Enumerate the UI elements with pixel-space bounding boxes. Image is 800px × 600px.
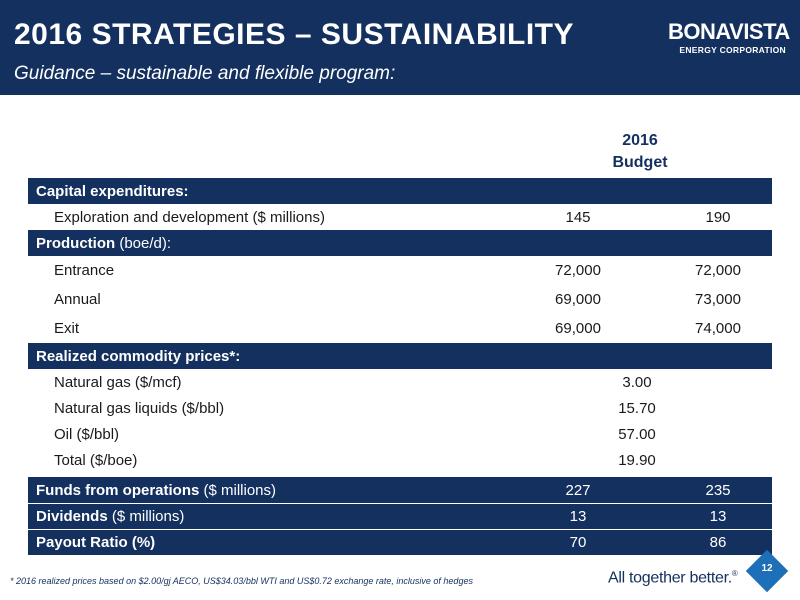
section-label: Capital expenditures: [36,182,189,200]
column-header-label: Budget [612,154,668,171]
slide-subtitle: Guidance – sustainable and flexible prog… [14,63,396,84]
value-col2: 73,000 [695,291,741,308]
footnote: * 2016 realized prices based on $2.00/gj… [10,576,473,586]
value-col1: 70 [569,534,587,551]
tagline: All together better.® [608,569,738,587]
logo-wordmark: BONAVISTA [668,19,790,44]
summary-label-unit: ($ millions) [107,508,185,525]
budget-column-header: 2016 Budget [570,130,710,174]
value-col1: 13 [569,508,587,525]
guidance-table: Capital expenditures: Exploration and de… [28,178,772,555]
table-row: Oil ($/bbl) 57.00 [28,421,772,447]
section-prices-heading: Realized commodity prices*: [28,343,772,369]
table-row: Exploration and development ($ millions)… [28,204,772,230]
row-label: Exit [54,320,80,337]
section-capex-heading: Capital expenditures: [28,178,772,204]
value-col2: 13 [709,508,727,525]
summary-row-funds: Funds from operations ($ millions) 227 2… [28,477,772,503]
value-col1: 145 [565,208,591,226]
summary-label-bold: Payout Ratio (%) [36,534,156,551]
row-label: Natural gas liquids ($/bbl) [54,399,225,417]
tagline-text: All together better. [608,569,732,587]
section-label: Funds from operations ($ millions) [28,482,508,499]
summary-label-bold: Funds from operations [36,481,200,499]
section-label-bold: Production [36,234,116,252]
summary-label-unit: ($ millions) [199,481,277,499]
row-label: Natural gas ($/mcf) [54,373,182,391]
value-col2: 86 [709,534,727,551]
value-col1: 72,000 [555,262,601,279]
value-col1: 227 [565,481,591,499]
company-logo: BONAVISTA ENERGY CORPORATION [668,19,790,62]
row-label: Exploration and development ($ millions) [54,208,325,226]
row-label: Annual [54,291,101,308]
value-col2: 190 [705,208,731,226]
value-merged: 57.00 [618,425,656,443]
value-col1: 69,000 [555,291,601,308]
value-col1: 69,000 [555,320,601,337]
value-col2: 74,000 [695,320,741,337]
slide-title: 2016 STRATEGIES – SUSTAINABILITY [14,18,574,51]
summary-row-payout: Payout Ratio (%) 70 86 [28,529,772,555]
value-merged: 3.00 [622,373,652,391]
value-merged: 19.90 [618,451,656,469]
logo-subtext: ENERGY CORPORATION [679,45,786,55]
section-production-heading: Production (boe/d): [28,230,772,256]
table-row: Annual 69,000 73,000 [28,285,772,314]
section-label-unit: (boe/d): [115,234,172,252]
value-col2: 235 [705,481,731,499]
table-row: Natural gas ($/mcf) 3.00 [28,369,772,395]
page-number: 12 [761,563,773,574]
column-header-year: 2016 [622,132,658,149]
summary-row-dividends: Dividends ($ millions) 13 13 [28,503,772,529]
section-label: Production (boe/d): [28,235,508,252]
table-row: Total ($/boe) 19.90 [28,447,772,473]
section-label: Realized commodity prices*: [36,347,241,365]
table-row: Entrance 72,000 72,000 [28,256,772,285]
row-label: Oil ($/bbl) [54,425,120,443]
value-merged: 15.70 [618,399,656,417]
table-row: Exit 69,000 74,000 [28,314,772,343]
registered-mark: ® [731,569,738,578]
row-label: Total ($/boe) [54,451,138,469]
row-label: Entrance [54,262,115,279]
table-row: Natural gas liquids ($/bbl) 15.70 [28,395,772,421]
section-label: Dividends ($ millions) [28,508,508,525]
value-col2: 72,000 [695,262,741,279]
header-banner: 2016 STRATEGIES – SUSTAINABILITY Guidanc… [0,0,800,95]
summary-label-bold: Dividends [36,508,108,525]
section-label: Payout Ratio (%) [28,534,508,551]
